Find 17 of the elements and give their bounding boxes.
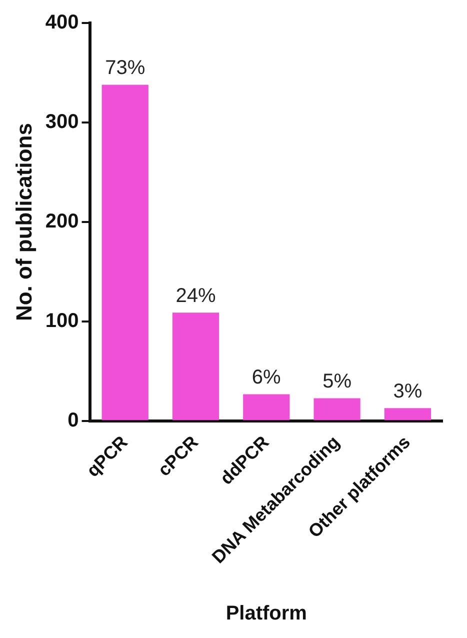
x-axis-title: Platform <box>226 602 307 625</box>
annotation: 3% <box>393 380 422 403</box>
bar <box>243 394 290 420</box>
annotation: 6% <box>252 366 282 389</box>
y-axis-title: No. of publications <box>11 123 36 322</box>
y-tick-label: 300 <box>45 111 79 134</box>
y-tick-label: 400 <box>45 12 79 34</box>
bar <box>314 398 360 420</box>
annotation: 73% <box>105 57 146 80</box>
annotation: 24% <box>176 285 216 308</box>
y-tick-label: 0 <box>68 410 79 432</box>
annotation: 5% <box>322 370 352 393</box>
bar <box>102 84 148 420</box>
y-tick-label: 100 <box>45 310 79 332</box>
bar <box>172 312 220 420</box>
bar <box>384 408 431 420</box>
y-tick-label: 200 <box>45 210 79 233</box>
